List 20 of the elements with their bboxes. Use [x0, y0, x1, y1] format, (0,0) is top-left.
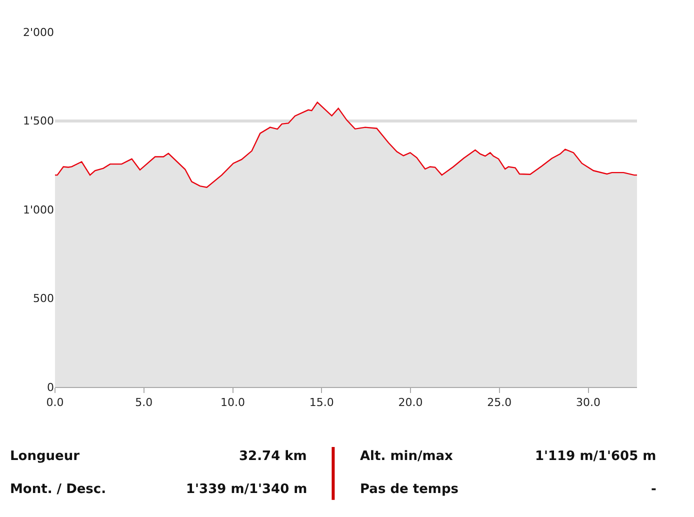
- text: Mont. / Desc.: [10, 482, 106, 497]
- x-tick-label: 0.0: [46, 396, 64, 410]
- y-tick-label: 0: [47, 380, 54, 394]
- x-tick-label: 10.0: [220, 396, 246, 410]
- text: 1'339 m/1'340 m: [186, 482, 308, 497]
- x-tick-label: 25.0: [487, 396, 512, 410]
- y-tick-label: 2'000: [22, 26, 54, 39]
- x-tick-label: 5.0: [135, 396, 153, 410]
- y-tick-label: 1'000: [22, 203, 54, 216]
- y-tick-label: 1'500: [22, 114, 54, 128]
- y-tick-label: 500: [33, 292, 54, 306]
- x-tick-label: 30.0: [576, 396, 601, 410]
- x-tick-label: 20.0: [398, 396, 423, 410]
- x-tick-label: 15.0: [309, 396, 334, 410]
- text: Pas de temps: [360, 482, 459, 497]
- text: -: [651, 482, 656, 497]
- text: 1'119 m/1'605 m: [535, 449, 656, 464]
- text: 32.74 km: [239, 449, 307, 464]
- text: Longueur: [10, 449, 80, 464]
- text: Alt. min/max: [360, 449, 454, 464]
